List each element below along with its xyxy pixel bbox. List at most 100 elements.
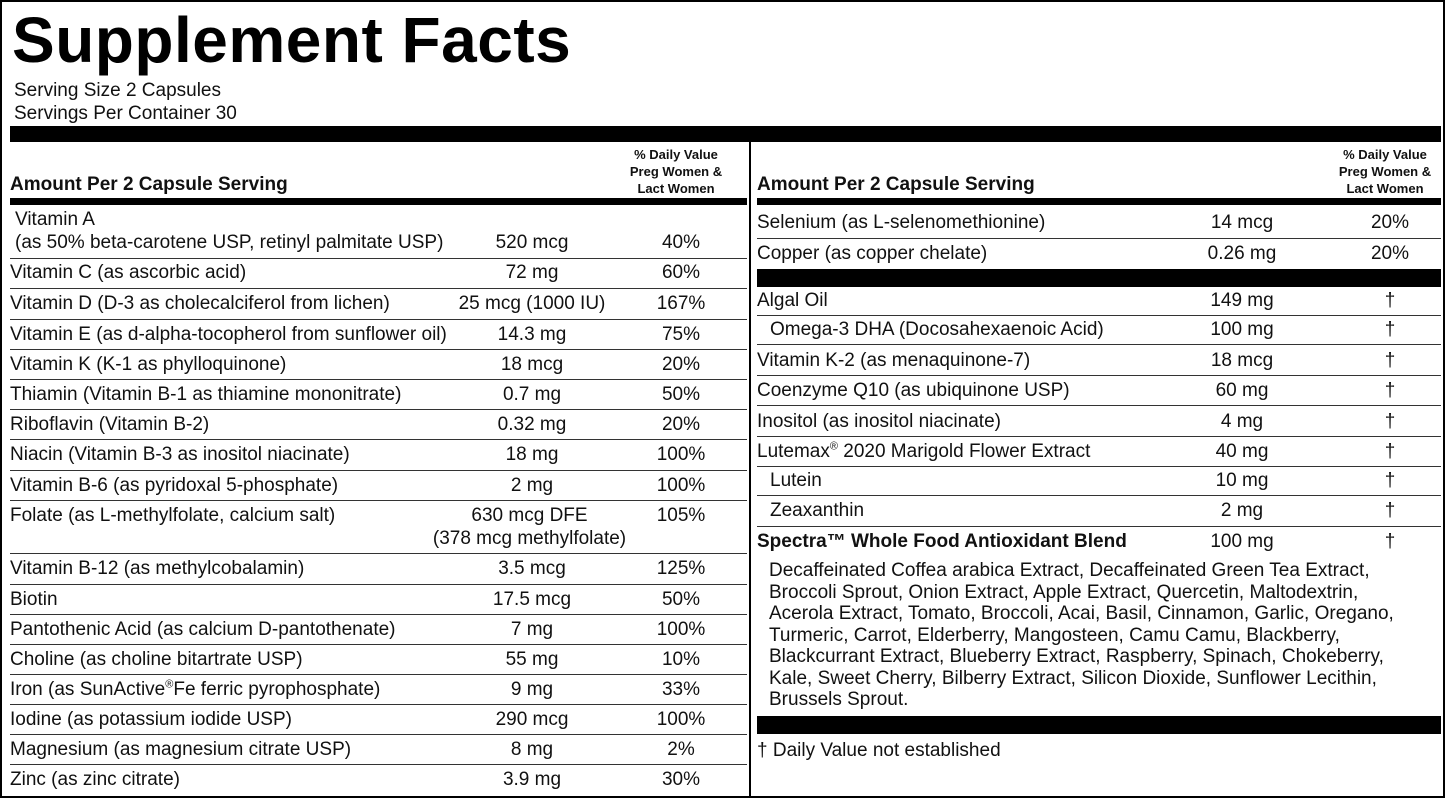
left-amount-header: Amount Per 2 Capsule Serving [10, 174, 288, 195]
ingredient-name: Lutemax® 2020 Marigold Flower Extract [757, 440, 1091, 462]
left-header-rule [10, 198, 747, 205]
nutrient-daily-value: 2% [667, 739, 695, 760]
nutrient-daily-value: 167% [656, 293, 706, 314]
row-divider [10, 644, 747, 645]
row-divider [10, 704, 747, 705]
nutrient-amount: 14.3 mg [497, 324, 567, 345]
right-daily-value-header: % Daily Value Preg Women & Lact Women [1338, 147, 1432, 196]
blend-ingredients-line: Decaffeinated Coffea arabica Extract, De… [769, 560, 1370, 581]
nutrient-name: Vitamin K (K-1 as phylloquinone) [10, 354, 287, 375]
nutrient-daily-value: 100% [656, 475, 706, 496]
nutrient-amount: 8 mg [510, 739, 554, 760]
nutrient-amount: 72 mg [505, 262, 559, 283]
row-divider [10, 734, 747, 735]
nutrient-name: Pantothenic Acid (as calcium D-pantothen… [10, 619, 396, 640]
ingredient-daily-value: † [1384, 411, 1396, 432]
top-divider-bar [10, 126, 1441, 142]
nutrient-daily-value: 33% [661, 679, 701, 700]
nutrient-name: Folate (as L-methylfolate, calcium salt) [10, 505, 336, 526]
ingredient-amount: 60 mg [1215, 380, 1269, 401]
nutrient-daily-value: 100% [656, 444, 706, 465]
ingredient-amount: 4 mg [1220, 411, 1264, 432]
nutrient-amount: 520 mcg [495, 232, 569, 253]
ingredient-daily-value: † [1384, 441, 1396, 462]
nutrient-amount: 3.9 mg [502, 769, 562, 790]
blend-ingredients-line: Brussels Sprout. [769, 689, 909, 710]
ingredient-amount: 40 mg [1215, 441, 1269, 462]
nutrient-amount: 25 mcg (1000 IU) [458, 293, 606, 314]
blend-ingredients-line: Kale, Sweet Cherry, Bilberry Extract, Si… [769, 667, 1377, 689]
nutrient-amount: 0.26 mg [1207, 243, 1277, 264]
nutrient-amount: 630 mcg DFE [471, 505, 588, 526]
nutrient-amount: 18 mg [505, 444, 559, 465]
nutrient-daily-value: 125% [656, 558, 706, 579]
row-divider [757, 344, 1441, 345]
row-divider [10, 764, 747, 765]
servings-per-container: Servings Per Container 30 [14, 103, 237, 124]
ingredient-amount: 10 mg [1215, 470, 1269, 491]
blend-daily-value: † [1384, 531, 1396, 552]
ingredient-name: Zeaxanthin [770, 500, 865, 521]
nutrient-name: Biotin [10, 589, 58, 610]
nutrient-name: Iodine (as potassium iodide USP) [10, 709, 292, 730]
blend-ingredients-line: Broccoli Sprout, Onion Extract, Apple Ex… [769, 581, 1359, 603]
nutrient-amount: 14 mcg [1210, 212, 1274, 233]
nutrient-name: Vitamin B-12 (as methylcobalamin) [10, 558, 305, 579]
left-daily-value-header: % Daily Value Preg Women & Lact Women [629, 147, 723, 196]
nutrient-daily-value: 10% [661, 649, 701, 670]
row-divider [10, 288, 747, 289]
nutrient-amount: 0.7 mg [502, 384, 562, 405]
ingredient-daily-value: † [1384, 290, 1396, 311]
blend-ingredients-line: Blackcurrant Extract, Blueberry Extract,… [769, 646, 1384, 667]
row-divider [10, 439, 747, 440]
row-divider [10, 553, 747, 554]
right-amount-header: Amount Per 2 Capsule Serving [757, 174, 1035, 195]
nutrient-name: Riboflavin (Vitamin B-2) [10, 414, 210, 435]
row-divider [757, 436, 1441, 437]
nutrient-daily-value: 60% [661, 262, 701, 283]
ingredient-name: Algal Oil [757, 290, 828, 311]
row-divider [10, 674, 747, 675]
ingredient-name: Omega-3 DHA (Docosahexaenoic Acid) [770, 319, 1104, 340]
nutrient-name: Copper (as copper chelate) [757, 243, 988, 264]
nutrient-amount: 290 mcg [495, 709, 569, 730]
nutrient-name: Vitamin E (as d-alpha-tocopherol from su… [10, 324, 447, 345]
row-divider [757, 526, 1441, 527]
ingredient-amount: 149 mg [1210, 290, 1274, 311]
nutrient-daily-value: 100% [656, 709, 706, 730]
row-divider [10, 614, 747, 615]
nutrient-name: Iron (as SunActive®Fe ferric pyrophospha… [10, 678, 381, 700]
nutrient-amount: 0.32 mg [497, 414, 567, 435]
row-divider [757, 315, 1441, 316]
ingredient-daily-value: † [1384, 500, 1396, 521]
ingredient-name: Inositol (as inositol niacinate) [757, 411, 1001, 432]
blend-ingredients-line: Acerola Extract, Tomato, Broccoli, Acai,… [769, 603, 1394, 624]
right-header-rule [757, 198, 1441, 205]
nutrient-amount: 7 mg [510, 619, 554, 640]
nutrient-name: Vitamin C (as ascorbic acid) [10, 262, 247, 283]
blend-ingredients-line: Turmeric, Carrot, Elderberry, Mangosteen… [769, 624, 1340, 646]
row-divider [10, 379, 747, 380]
ingredient-name: Coenzyme Q10 (as ubiquinone USP) [757, 380, 1070, 401]
nutrient-name: Vitamin A [15, 209, 95, 230]
row-divider [757, 405, 1441, 406]
nutrient-amount: 55 mg [505, 649, 559, 670]
row-divider [10, 584, 747, 585]
nutrient-name: Zinc (as zinc citrate) [10, 769, 180, 790]
blend-ingredients: Decaffeinated Coffea arabica Extract, De… [769, 560, 1439, 711]
nutrient-daily-value: 20% [661, 414, 701, 435]
blend-name: Spectra™ Whole Food Antioxidant Blend [757, 531, 1127, 552]
footnote-divider-bar [757, 716, 1441, 734]
ingredient-amount: 2 mg [1220, 500, 1264, 521]
nutrient-name: Vitamin D (D-3 as cholecalciferol from l… [10, 293, 390, 314]
row-divider [10, 258, 747, 259]
ingredient-name: Vitamin K-2 (as menaquinone-7) [757, 350, 1031, 371]
row-divider [757, 375, 1441, 376]
ingredient-daily-value: † [1384, 380, 1396, 401]
nutrient-amount-detail: (378 mcg methylfolate) [432, 528, 627, 549]
nutrient-daily-value: 20% [661, 354, 701, 375]
nutrient-amount: 9 mg [510, 679, 554, 700]
nutrient-name: Niacin (Vitamin B-3 as inositol niacinat… [10, 444, 350, 465]
ingredient-daily-value: † [1384, 350, 1396, 371]
